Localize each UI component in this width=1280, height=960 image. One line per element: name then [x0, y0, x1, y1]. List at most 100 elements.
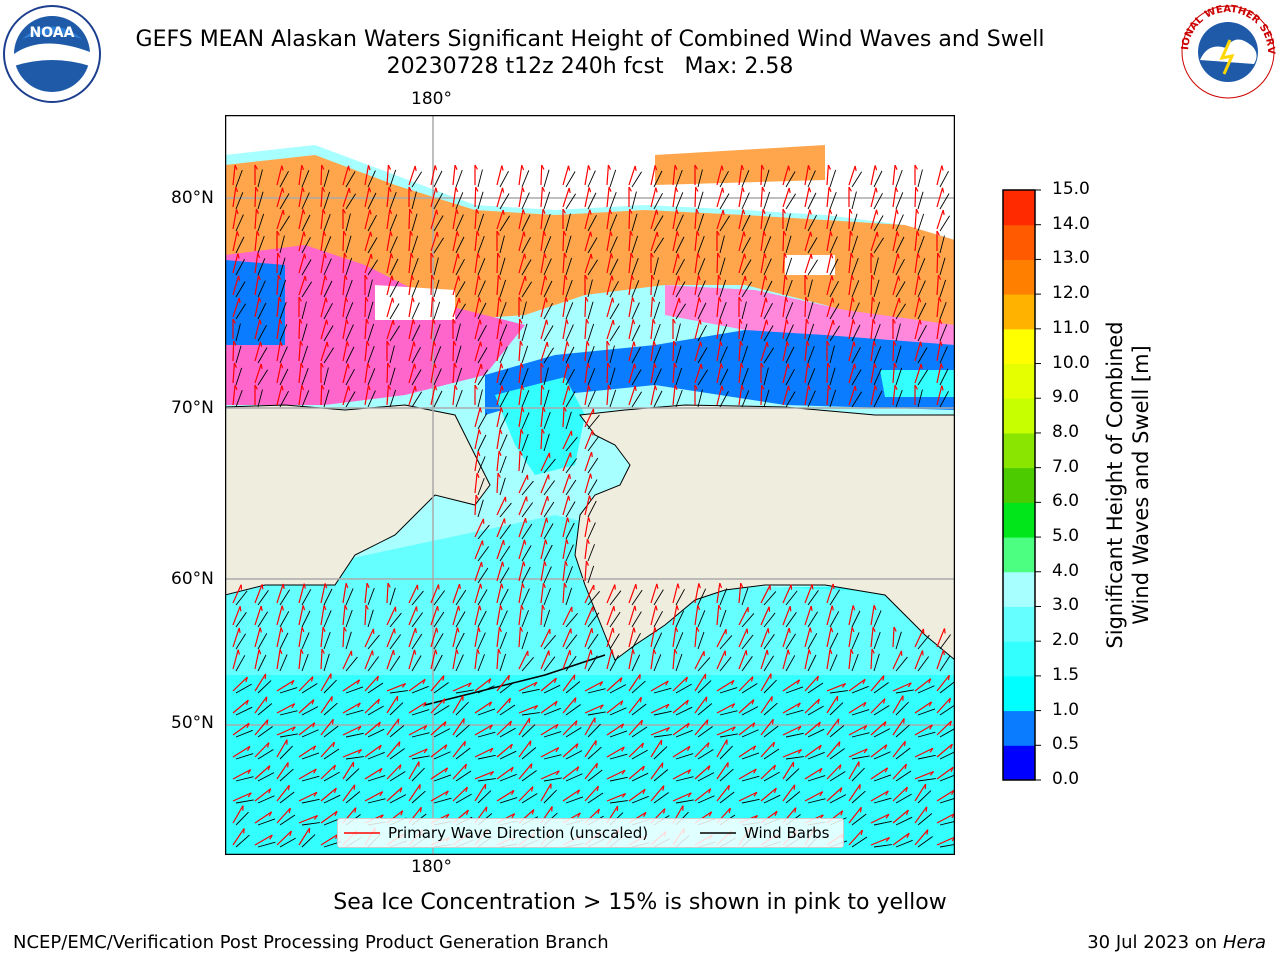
wind-barb — [675, 236, 685, 254]
wind-barb — [917, 347, 928, 364]
wind-barb — [741, 683, 758, 694]
wave-arrow-head — [554, 724, 559, 730]
wave-arrow-head — [387, 362, 391, 368]
wave-arrow-head — [631, 274, 635, 281]
wave-arrow-head — [367, 385, 371, 391]
wave-arrow-head — [478, 297, 482, 303]
colorbar-tick-label: 1.5 — [1052, 664, 1080, 685]
wave-direction-arrow — [386, 231, 392, 252]
colorbar-tick-label: 14.0 — [1052, 213, 1090, 234]
wave-direction-arrow — [276, 385, 283, 406]
wind-barb — [631, 703, 647, 716]
wave-direction-arrow — [232, 606, 241, 626]
wind-barb — [323, 771, 340, 782]
wave-direction-arrow — [760, 341, 768, 362]
wind-barb — [763, 591, 777, 606]
wind-barb — [499, 681, 515, 694]
wind-barb — [279, 654, 288, 672]
wave-direction-arrow — [782, 341, 788, 362]
wind-barb — [433, 237, 445, 254]
wind-barb — [631, 280, 640, 298]
wind-barb — [807, 192, 817, 210]
wind-barb — [543, 347, 555, 364]
wind-barb — [257, 772, 275, 782]
wave-arrow-head — [268, 811, 273, 817]
wave-direction-arrow — [650, 319, 654, 340]
wave-direction-arrow — [914, 319, 921, 340]
wind-barb — [301, 259, 312, 276]
wave-direction-arrow — [738, 583, 742, 604]
wave-arrow-head — [391, 275, 394, 281]
wind-barb — [411, 612, 424, 628]
wave-arrow-head — [695, 208, 700, 214]
wave-direction-arrow — [364, 675, 379, 692]
wave-direction-arrow — [540, 275, 546, 296]
wave-arrow-head — [633, 341, 636, 347]
wave-arrow-head — [830, 627, 834, 633]
wave-direction-arrow — [716, 583, 721, 604]
wave-direction-arrow — [430, 675, 445, 692]
wave-arrow-head — [773, 787, 777, 794]
wind-barb — [499, 545, 511, 562]
wind-barb — [719, 635, 733, 650]
wave-arrow-head — [544, 275, 548, 281]
wave-direction-arrow — [496, 341, 502, 362]
wind-barb — [675, 345, 682, 364]
wave-direction-arrow — [562, 539, 568, 560]
wave-direction-arrow — [496, 649, 499, 670]
wave-direction-arrow — [672, 722, 690, 736]
wave-arrow-head — [457, 275, 461, 281]
wave-direction-arrow — [386, 628, 396, 648]
wave-direction-arrow — [826, 275, 833, 296]
wave-arrow-head — [873, 363, 877, 369]
wave-arrow-head — [522, 561, 526, 567]
wave-arrow-head — [322, 626, 326, 632]
wave-direction-arrow — [254, 584, 263, 604]
wave-arrow-head — [831, 275, 834, 281]
wave-arrow-head — [697, 604, 701, 611]
wave-direction-arrow — [584, 165, 590, 186]
wind-barb — [719, 324, 728, 342]
wind-barb — [829, 214, 838, 232]
wave-direction-arrow — [694, 583, 700, 604]
wind-barb — [917, 235, 925, 254]
wave-arrow-head — [392, 649, 395, 656]
wave-arrow-head — [233, 340, 237, 346]
wind-barb — [477, 169, 483, 188]
wind-barb — [587, 565, 595, 584]
wind-barb — [521, 214, 531, 232]
wave-arrow-head — [489, 771, 495, 776]
wind-barb — [741, 301, 747, 320]
wave-arrow-head — [608, 186, 612, 192]
wind-barb — [653, 769, 669, 782]
wave-direction-arrow — [672, 275, 680, 296]
wind-barb — [389, 612, 402, 628]
wind-barb — [367, 609, 374, 628]
wave-direction-arrow — [518, 740, 532, 758]
wind-barb — [851, 709, 870, 716]
wave-arrow-head — [436, 605, 439, 612]
wave-direction-arrow — [518, 363, 522, 384]
wind-barb — [235, 811, 249, 826]
wind-barb — [873, 279, 880, 298]
wave-direction-arrow — [342, 605, 346, 626]
wind-barb — [609, 191, 617, 210]
wave-arrow-head — [653, 340, 657, 347]
wave-direction-arrow — [496, 429, 501, 450]
wave-direction-arrow — [936, 674, 950, 692]
wave-direction-arrow — [738, 768, 757, 780]
wave-arrow-head — [325, 319, 329, 325]
wind-barb — [785, 346, 795, 364]
wave-arrow-head — [477, 275, 481, 281]
wave-direction-arrow — [628, 319, 634, 340]
wind-barb — [367, 368, 376, 386]
wave-direction-arrow — [606, 275, 613, 296]
wave-direction-arrow — [408, 341, 415, 362]
wind-barb — [499, 797, 518, 804]
wave-arrow-head — [885, 837, 891, 842]
wind-barb — [345, 791, 361, 804]
wind-barb — [675, 258, 685, 276]
wind-barb — [675, 729, 693, 738]
wave-arrow-head — [642, 788, 646, 795]
wind-barb — [345, 171, 356, 188]
